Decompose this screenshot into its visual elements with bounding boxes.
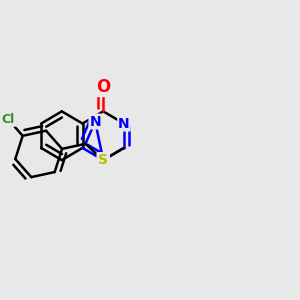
Text: O: O <box>96 78 110 96</box>
Text: N: N <box>89 115 101 128</box>
Text: N: N <box>98 153 109 167</box>
Text: Cl: Cl <box>2 113 15 126</box>
Text: N: N <box>118 116 130 130</box>
Text: S: S <box>98 153 108 167</box>
